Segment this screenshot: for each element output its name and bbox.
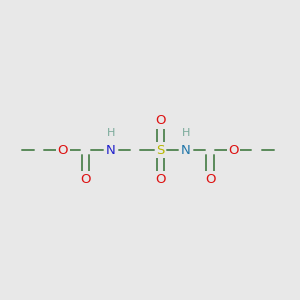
Text: O: O	[205, 173, 215, 186]
Text: N: N	[181, 143, 191, 157]
Text: S: S	[156, 143, 165, 157]
Text: N: N	[106, 143, 116, 157]
Text: O: O	[58, 143, 68, 157]
Text: O: O	[155, 114, 166, 127]
Text: O: O	[228, 143, 239, 157]
Text: H: H	[182, 128, 190, 138]
Text: O: O	[80, 173, 91, 186]
Text: H: H	[107, 128, 115, 138]
Text: O: O	[155, 173, 166, 186]
